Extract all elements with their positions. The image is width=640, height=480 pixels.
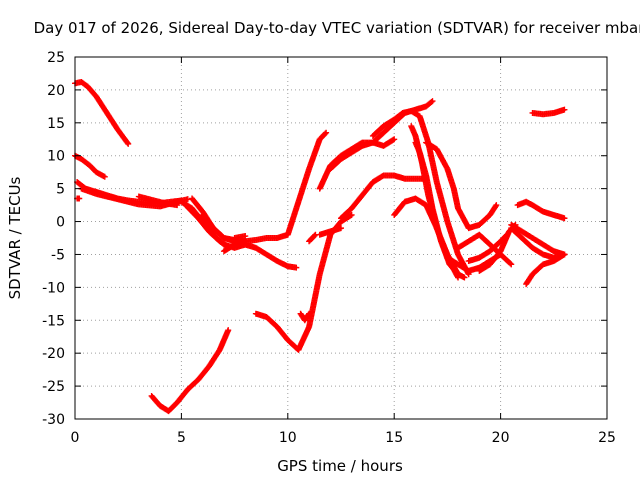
series-3 xyxy=(74,195,83,202)
data-point xyxy=(507,260,514,267)
series-14 xyxy=(252,211,355,353)
data-series xyxy=(72,79,568,415)
data-point xyxy=(306,310,313,317)
series-11 xyxy=(220,238,249,255)
data-point xyxy=(293,264,300,271)
data-point xyxy=(338,225,344,232)
series-6 xyxy=(135,193,181,209)
y-axis-label: SDTVAR / TECUs xyxy=(6,176,24,299)
data-point xyxy=(242,233,249,240)
y-tick-label: -15 xyxy=(42,313,65,329)
y-tick-label: -5 xyxy=(51,247,65,263)
series-1 xyxy=(72,79,132,147)
y-tick-label: -30 xyxy=(42,412,65,428)
data-point xyxy=(101,173,108,180)
y-tick-label: 0 xyxy=(56,215,65,231)
data-point xyxy=(348,211,355,218)
plot-frame xyxy=(74,56,608,420)
data-point xyxy=(461,274,468,281)
data-point xyxy=(493,202,500,209)
series-5 xyxy=(78,185,191,210)
data-point xyxy=(323,129,330,136)
y-tick-label: 5 xyxy=(56,182,65,198)
series-17 xyxy=(316,225,344,238)
series-10 xyxy=(199,211,238,245)
grid xyxy=(75,57,607,419)
data-point xyxy=(311,232,318,239)
series-18 xyxy=(316,136,398,192)
series-2 xyxy=(72,152,108,180)
series-24 xyxy=(412,139,462,278)
data-point xyxy=(508,261,515,268)
data-point xyxy=(429,98,436,105)
data-point xyxy=(454,270,461,277)
y-tick-label: -20 xyxy=(42,346,65,362)
data-point xyxy=(305,311,312,318)
series-25 xyxy=(423,139,500,232)
y-tick-label: -10 xyxy=(42,280,65,296)
data-point xyxy=(455,271,462,278)
x-tick-label: 15 xyxy=(385,430,403,446)
data-point xyxy=(125,140,132,147)
x-tick-label: 10 xyxy=(279,430,297,446)
y-tick-label: 10 xyxy=(47,149,65,165)
x-tick-label: 20 xyxy=(492,430,510,446)
y-tick-label: 15 xyxy=(47,116,65,132)
series-9 xyxy=(182,202,232,250)
chart-title: Day 017 of 2026, Sidereal Day-to-day VTE… xyxy=(34,19,640,37)
axis-ticks: 0 5 10 15 20 25 -30 -25 -20 -15 -10 -5 0 5 10 15 20 25 xyxy=(42,50,616,446)
series-34 xyxy=(529,106,568,118)
data-point xyxy=(391,136,398,143)
data-point xyxy=(225,327,232,334)
y-tick-label: 25 xyxy=(47,50,65,66)
data-point xyxy=(428,98,435,105)
series-12 xyxy=(231,233,249,241)
data-point xyxy=(561,106,568,113)
data-point xyxy=(242,238,249,245)
data-point xyxy=(174,202,181,209)
series-16 xyxy=(306,231,319,245)
data-point xyxy=(561,251,568,258)
x-tick-label: 5 xyxy=(177,430,186,446)
x-axis-label: GPS time / hours xyxy=(277,457,403,475)
data-point xyxy=(561,215,568,222)
series-13 xyxy=(148,327,232,415)
data-point xyxy=(322,130,329,137)
data-point xyxy=(492,203,499,210)
data-point xyxy=(76,195,83,202)
y-tick-label: 20 xyxy=(47,83,65,99)
x-tick-label: 25 xyxy=(598,430,616,446)
y-tick-label: -25 xyxy=(42,379,65,395)
series-15 xyxy=(297,310,313,324)
x-tick-label: 0 xyxy=(71,430,80,446)
series-32 xyxy=(514,198,568,222)
series-33 xyxy=(523,251,568,288)
data-point xyxy=(124,139,131,146)
